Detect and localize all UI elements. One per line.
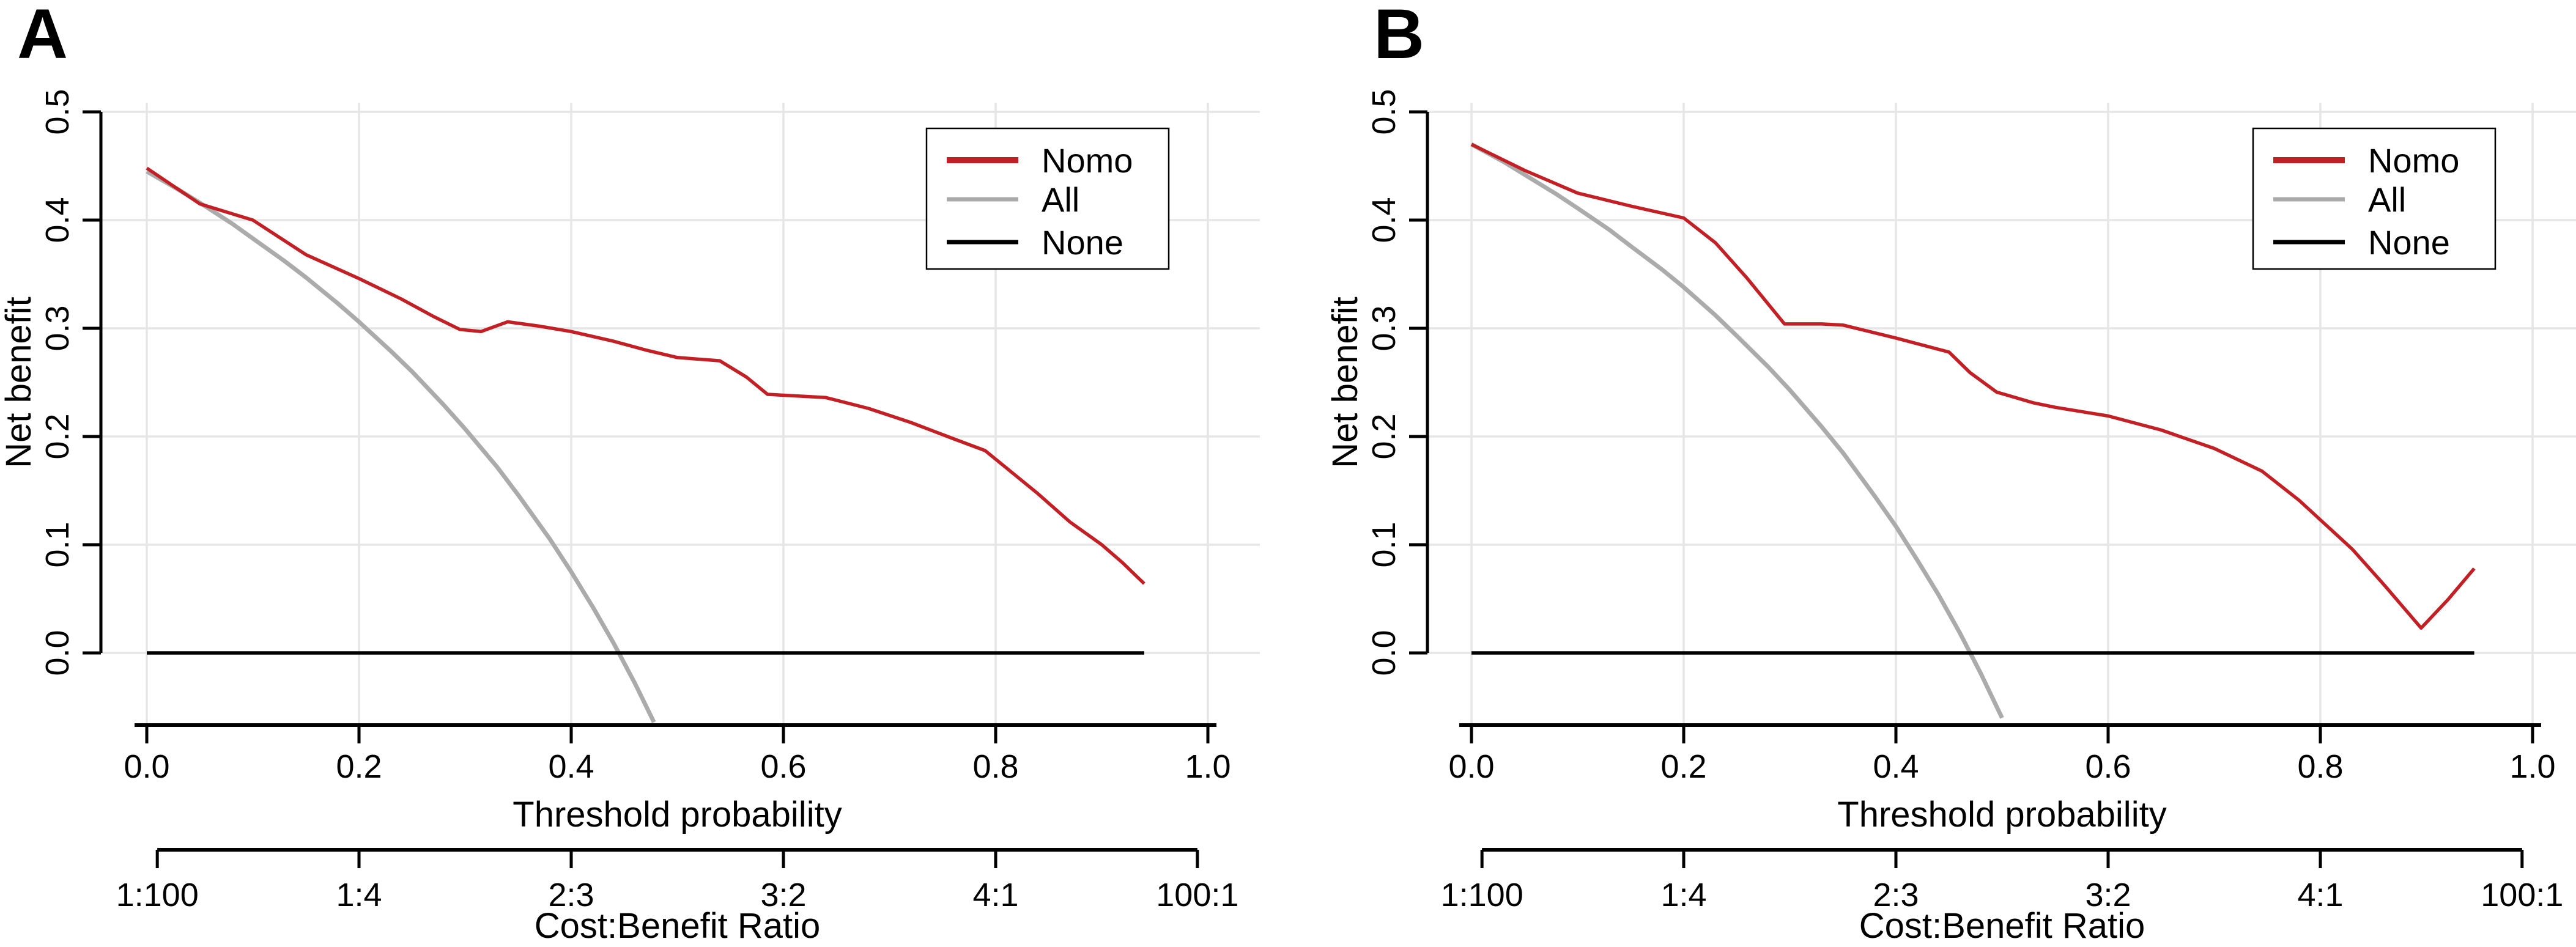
- y-tick-label: 0.0: [1366, 630, 1402, 676]
- cost-tick-label: 1:100: [116, 877, 199, 913]
- x-tick-label: 0.2: [1660, 748, 1706, 785]
- y-tick-label: 0.4: [1366, 197, 1402, 243]
- legend-label-nomo: Nomo: [1042, 141, 1133, 180]
- cost-tick-label: 1:4: [1660, 877, 1706, 913]
- panel-a-chart: 0.0 0.1 0.2 0.3 0.4 0.5 Net benefit 0.0 0.2 0.4 0.…: [0, 0, 1260, 946]
- x-tick-label: 0.8: [2297, 748, 2343, 785]
- cost-tick-label: 4:1: [2297, 877, 2343, 913]
- y-tick-label: 0.2: [1366, 413, 1402, 459]
- x-tick-label: 0.2: [336, 748, 382, 785]
- x-axis-title: Threshold probability: [1837, 795, 2166, 835]
- nomo-curve: [146, 166, 1146, 585]
- legend-label-none: None: [1042, 223, 1123, 262]
- all-curve: [1470, 142, 2004, 719]
- legend-label-all: All: [1042, 180, 1079, 219]
- x-tick-label: 1.0: [2509, 748, 2555, 785]
- legend-box: [925, 127, 1170, 270]
- cost-tick-label: 3:2: [760, 877, 806, 913]
- x-tick-label: 0.4: [1873, 748, 1919, 785]
- panel-b-chart: 0.0 0.1 0.2 0.3 0.4 0.5 Net benefit 0.0 0.2 0.4 0.…: [1325, 0, 2576, 946]
- cost-tick-label: 2:3: [1873, 877, 1919, 913]
- y-tick-label: 0.5: [1366, 89, 1402, 134]
- cost-tick-label: 4:1: [972, 877, 1018, 913]
- x-axis-title: Threshold probability: [513, 795, 842, 835]
- y-tick-label: 0.0: [39, 630, 76, 676]
- y-tick-label: 0.4: [39, 197, 76, 243]
- x-tick-label: 0.6: [2085, 748, 2131, 785]
- y-tick-label: 0.1: [39, 521, 76, 567]
- cost-tick-label: 3:2: [2085, 877, 2131, 913]
- y-tick-label: 0.5: [39, 89, 76, 134]
- panel-letter: A: [17, 0, 68, 73]
- x-tick-label: 1.0: [1185, 748, 1231, 785]
- cost-tick-label: 100:1: [1156, 877, 1238, 913]
- y-tick-label: 0.3: [1366, 305, 1402, 351]
- cost-tick-label: 1:100: [1441, 877, 1523, 913]
- y-axis-title: Net benefit: [1325, 297, 1365, 468]
- y-tick-label: 0.1: [1366, 521, 1402, 567]
- x-tick-label: 0.0: [1448, 748, 1494, 785]
- cost-tick-label: 2:3: [548, 877, 594, 913]
- legend-label-all: All: [2368, 180, 2406, 219]
- all-curve: [146, 169, 656, 723]
- panel-letter: B: [1374, 0, 1424, 73]
- nomo-curve: [1470, 142, 2476, 630]
- cost-tick-label: 100:1: [2481, 877, 2563, 913]
- cost-tick-label: 1:4: [336, 877, 382, 913]
- y-tick-label: 0.3: [39, 305, 76, 351]
- y-tick-label: 0.2: [39, 413, 76, 459]
- cost-benefit-axis-title: Cost:Benefit Ratio: [535, 906, 820, 946]
- legend-label-none: None: [2368, 223, 2450, 262]
- x-tick-label: 0.6: [760, 748, 806, 785]
- x-tick-label: 0.8: [972, 748, 1018, 785]
- legend-label-nomo: Nomo: [2368, 141, 2459, 180]
- x-tick-label: 0.4: [548, 748, 594, 785]
- y-axis-title: Net benefit: [0, 297, 39, 468]
- cost-benefit-axis-title: Cost:Benefit Ratio: [1859, 906, 2145, 946]
- x-tick-label: 0.0: [124, 748, 169, 785]
